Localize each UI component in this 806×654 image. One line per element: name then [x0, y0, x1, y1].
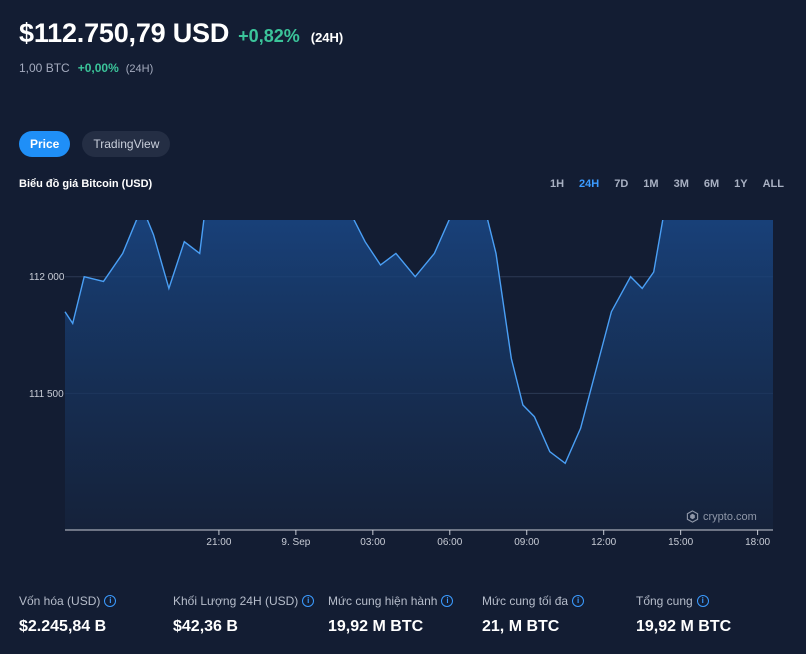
tab-price[interactable]: Price	[19, 131, 71, 157]
stat-value: $42,36 B	[173, 618, 238, 635]
btc-amount: 1,00 BTC	[19, 61, 70, 75]
range-1h[interactable]: 1H	[549, 178, 565, 190]
info-icon[interactable]: i	[104, 595, 117, 607]
btc-period: (24H)	[125, 63, 154, 75]
price-value: $112.750,79 USD	[19, 18, 230, 48]
crypto-com-logo-icon	[686, 510, 699, 523]
stat-label: Mức cung tối đa	[482, 594, 569, 608]
tab-tradingview[interactable]: TradingView	[82, 131, 171, 157]
watermark-text: crypto.com	[703, 510, 757, 523]
price-change: +0,82%	[238, 26, 300, 46]
x-tick-label: 12:00	[591, 537, 616, 548]
range-24h[interactable]: 24H	[579, 178, 600, 190]
range-1y[interactable]: 1Y	[734, 178, 748, 190]
y-tick-label: 112 000	[29, 272, 65, 283]
btc-change: +0,00%	[77, 61, 119, 75]
stat-label: Khối Lượng 24H (USD)	[173, 594, 299, 608]
time-range-selector: 1H 24H 7D 1M 3M 6M 1Y ALL	[535, 178, 784, 190]
stat-label: Vốn hóa (USD)	[19, 594, 101, 608]
period-label: (24H)	[310, 30, 344, 45]
stat-value: 21, M BTC	[482, 618, 560, 635]
price-area	[65, 220, 773, 530]
range-7d[interactable]: 7D	[614, 178, 629, 190]
stat-label: Mức cung hiện hành	[328, 594, 438, 608]
chart-tab-bar: Price TradingView	[19, 131, 182, 157]
x-tick-label: 18:00	[745, 537, 770, 548]
chart-title: Biểu đồ giá Bitcoin (USD)	[19, 178, 153, 190]
stat-label: Tổng cung	[636, 594, 693, 608]
x-tick-label: 15:00	[668, 537, 693, 548]
stat-total-supply: Tổng cung i 19,92 M BTC	[636, 594, 731, 636]
stat-value: 19,92 M BTC	[636, 618, 732, 635]
x-tick-label: 9. Sep	[281, 537, 310, 548]
info-icon[interactable]: i	[441, 595, 454, 607]
info-icon[interactable]: i	[696, 595, 709, 607]
stat-value: $2.245,84 B	[19, 618, 107, 635]
x-tick-label: 21:00	[206, 537, 231, 548]
x-axis: 21:00 9. Sep 03:00 06:00 09:00 12:00 15:00 18:0…	[206, 530, 771, 548]
info-icon[interactable]: i	[302, 595, 315, 607]
y-tick-label: 111 500	[29, 389, 64, 400]
crypto-com-watermark: crypto.com	[686, 510, 757, 523]
range-3m[interactable]: 3M	[673, 178, 689, 190]
stat-market-cap: Vốn hóa (USD) i $2.245,84 B	[19, 594, 117, 636]
info-icon[interactable]: i	[572, 595, 585, 607]
price-row: $112.750,79 USD +0,82% (24H)	[19, 18, 343, 49]
stat-max-supply: Mức cung tối đa i 21, M BTC	[482, 594, 585, 636]
stat-value: 19,92 M BTC	[328, 618, 424, 635]
x-tick-label: 09:00	[514, 537, 539, 548]
range-all[interactable]: ALL	[762, 178, 784, 190]
stat-circulating-supply: Mức cung hiện hành i 19,92 M BTC	[328, 594, 454, 636]
range-1m[interactable]: 1M	[643, 178, 659, 190]
btc-row: 1,00 BTC +0,00% (24H)	[19, 61, 153, 75]
x-tick-label: 03:00	[360, 537, 385, 548]
stat-volume-24h: Khối Lượng 24H (USD) i $42,36 B	[173, 594, 315, 636]
x-tick-label: 06:00	[437, 537, 462, 548]
price-line	[64, 220, 664, 465]
range-6m[interactable]: 6M	[703, 178, 720, 190]
